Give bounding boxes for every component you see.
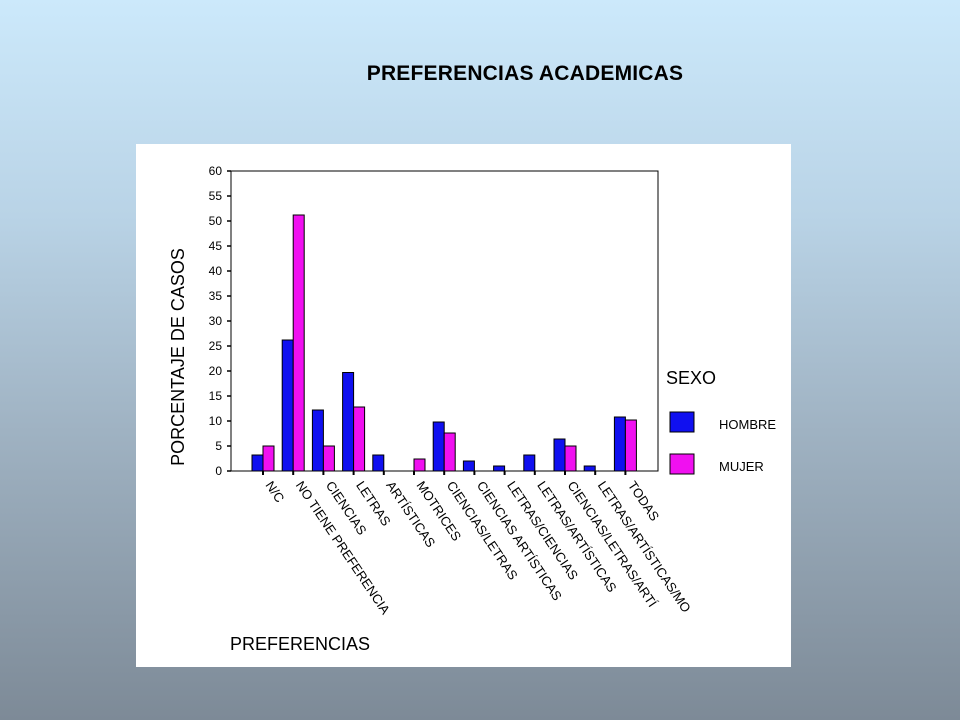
bars	[251, 214, 637, 472]
y-tick-label: 50	[209, 214, 223, 228]
y-tick-label: 25	[209, 339, 223, 353]
bar-hombre	[311, 409, 324, 472]
legend-title: SEXO	[666, 368, 716, 388]
y-axis-label: PORCENTAJE DE CASOS	[168, 248, 188, 466]
bar-mujer	[413, 458, 426, 472]
bar-mujer	[292, 214, 305, 472]
y-tick-label: 0	[215, 464, 222, 478]
bar-mujer	[443, 432, 456, 472]
x-axis-label: PREFERENCIAS	[230, 634, 370, 654]
y-tick-label: 15	[209, 389, 223, 403]
y-tick-label: 20	[209, 364, 223, 378]
bar-chart: 0 5 10 15 20 25 30 35 40 45 50 55 60 N/C NO TIENE PRE…	[168, 164, 776, 654]
bar-hombre	[372, 454, 385, 472]
y-tick-label: 30	[209, 314, 223, 328]
legend: SEXO HOMBRE MUJER	[666, 368, 776, 475]
y-tick-label: 45	[209, 239, 223, 253]
bar-hombre	[583, 465, 596, 472]
bar-hombre	[462, 460, 475, 472]
legend-label-mujer: MUJER	[719, 459, 764, 474]
slide-title: PREFERENCIAS ACADEMICAS	[366, 62, 684, 85]
bar-hombre	[281, 339, 294, 472]
bar-mujer	[624, 419, 637, 472]
x-tick-label: N/C	[263, 478, 288, 505]
bar-mujer	[262, 445, 275, 472]
y-tick-label: 5	[215, 439, 222, 453]
bar-mujer	[322, 445, 335, 472]
bar-hombre	[553, 438, 566, 472]
legend-swatch-hombre	[669, 411, 695, 433]
bar-hombre	[342, 372, 355, 472]
legend-swatch-mujer	[669, 453, 695, 475]
x-axis-ticks: N/C NO TIENE PREFERENCIACIENCIASLETRASART…	[262, 471, 694, 617]
chart-panel: 0 5 10 15 20 25 30 35 40 45 50 55 60 N/C NO TIENE PRE…	[136, 144, 791, 667]
y-axis-ticks: 0 5 10 15 20 25 30 35 40 45 50 55 60	[209, 164, 231, 478]
y-tick-label: 60	[209, 164, 223, 178]
y-tick-label: 35	[209, 289, 223, 303]
y-tick-label: 40	[209, 264, 223, 278]
bar-hombre	[251, 454, 264, 472]
y-tick-label: 10	[209, 414, 223, 428]
bar-hombre	[613, 416, 626, 472]
bar-hombre	[523, 454, 536, 472]
legend-label-hombre: HOMBRE	[719, 417, 776, 432]
bar-hombre	[493, 465, 506, 472]
bar-mujer	[564, 445, 577, 472]
bar-mujer	[353, 406, 366, 472]
bar-hombre	[432, 421, 445, 472]
y-tick-label: 55	[209, 189, 223, 203]
